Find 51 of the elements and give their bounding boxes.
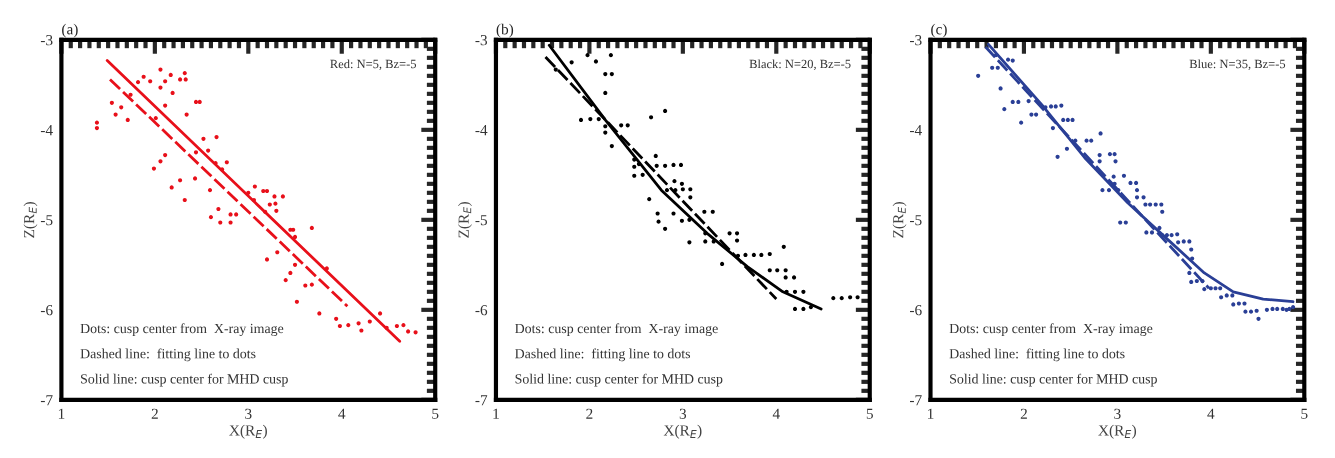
y-tick-label: -5 (475, 215, 488, 226)
x-tick-label: 2 (151, 408, 158, 419)
x-tick-label: 5 (1301, 408, 1308, 419)
x-tick-label: 4 (338, 408, 346, 419)
y-axis-title: Z(R$_{E}$) (892, 202, 907, 238)
y-tick-label: -5 (40, 215, 53, 226)
annotation: Red: N=5, Bz=-5 (330, 59, 417, 70)
x-tick-label: 5 (432, 408, 439, 419)
chart-title: (c) (931, 23, 947, 38)
x-tick-label: 1 (928, 408, 934, 419)
chart-title: (a) (62, 23, 78, 38)
y-tick-label: -3 (40, 35, 53, 46)
annotation: Dots: cusp center from X-ray image (515, 323, 718, 337)
x-tick-label: 5 (866, 408, 873, 419)
annotation: Blue: N=35, Bz=-5 (1189, 59, 1286, 70)
y-tick-label: -3 (475, 35, 488, 46)
x-tick-label: 3 (1114, 408, 1121, 419)
y-tick-label: -6 (910, 305, 922, 316)
y-tick-label: -4 (910, 125, 922, 136)
chart-title: (b) (496, 23, 514, 38)
y-tick-label: -4 (40, 125, 53, 136)
x-tick-label: 3 (679, 408, 687, 419)
annotation: Solid line: cusp center for MHD cusp (515, 373, 723, 387)
annotation: Dashed line: fitting line to dots (80, 348, 256, 362)
x-axis-title: X(R$_{E}$) (229, 424, 267, 439)
annotation: Solid line: cusp center for MHD cusp (950, 373, 1157, 387)
y-axis-title: Z(R$_{E}$) (23, 202, 38, 238)
annotation: Solid line: cusp center for MHD cusp (81, 373, 288, 387)
y-axis-title: Z(R$_{E}$) (458, 202, 472, 238)
annotation: Black: N=20, Bz=-5 (749, 59, 851, 70)
annotation: Dots: cusp center from X-ray image (949, 323, 1153, 337)
annotation: Dots: cusp center from X-ray image (80, 323, 284, 337)
x-tick-label: 4 (772, 408, 780, 419)
y-tick-label: -6 (40, 305, 53, 316)
annotation: Dashed line: fitting line to dots (515, 348, 691, 362)
x-tick-label: 1 (58, 408, 65, 419)
y-tick-label: -7 (910, 395, 922, 406)
y-tick-label: -3 (910, 35, 922, 46)
y-tick-label: -7 (475, 395, 488, 406)
y-tick-label: -6 (475, 305, 488, 316)
x-axis-title: X(R$_{E}$) (1098, 424, 1137, 439)
x-tick-label: 4 (1207, 408, 1215, 419)
y-tick-label: -7 (40, 395, 53, 406)
x-tick-label: 2 (1020, 408, 1027, 419)
y-tick-label: -4 (475, 125, 488, 136)
x-axis-title: X(R$_{E}$) (663, 424, 702, 439)
x-tick-label: 2 (586, 408, 593, 419)
y-tick-label: -5 (910, 215, 922, 226)
x-tick-label: 1 (493, 408, 499, 419)
x-tick-label: 3 (245, 408, 252, 419)
annotation: Dashed line: fitting line to dots (949, 348, 1125, 362)
